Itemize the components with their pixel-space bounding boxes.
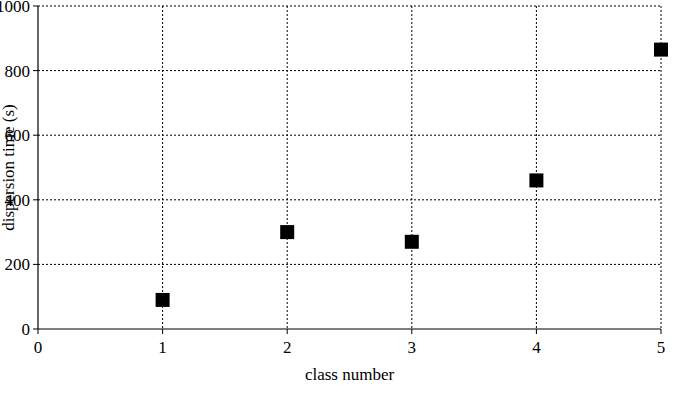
x-axis-line bbox=[38, 328, 661, 329]
y-tick bbox=[33, 70, 38, 71]
y-tick bbox=[33, 329, 38, 330]
chart: 02004006008001000012345class numberdispe… bbox=[0, 0, 673, 396]
x-grid-line bbox=[411, 6, 412, 329]
x-tick bbox=[287, 329, 288, 334]
y-axis-line bbox=[37, 6, 38, 329]
x-tick bbox=[162, 329, 163, 334]
points bbox=[156, 43, 668, 307]
x-tick bbox=[38, 329, 39, 334]
y-grid-line bbox=[38, 135, 661, 136]
axes: 02004006008001000012345 bbox=[0, 0, 665, 357]
point bbox=[156, 293, 170, 307]
y-tick-label: 1000 bbox=[0, 0, 30, 16]
x-grid-line bbox=[162, 6, 163, 329]
x-tick-label: 2 bbox=[283, 338, 292, 357]
point bbox=[280, 225, 294, 239]
x-tick bbox=[411, 329, 412, 334]
x-tick-label: 4 bbox=[532, 338, 541, 357]
y-tick-label: 0 bbox=[22, 320, 31, 339]
y-tick-label: 800 bbox=[5, 62, 31, 81]
x-tick-label: 5 bbox=[657, 338, 666, 357]
y-grid-line bbox=[38, 264, 661, 265]
x-tick-label: 1 bbox=[158, 338, 167, 357]
point bbox=[654, 43, 668, 57]
y-grid-line bbox=[38, 6, 661, 7]
x-tick bbox=[536, 329, 537, 334]
x-tick-label: 0 bbox=[34, 338, 43, 357]
x-tick-label: 3 bbox=[408, 338, 417, 357]
y-tick bbox=[33, 135, 38, 136]
x-tick bbox=[661, 329, 662, 334]
y-tick bbox=[33, 264, 38, 265]
y-tick bbox=[33, 6, 38, 7]
point bbox=[405, 235, 419, 249]
grid bbox=[38, 6, 661, 329]
y-tick bbox=[33, 199, 38, 200]
x-axis-label: class number bbox=[305, 365, 395, 384]
y-axis-label: dispersion time (s) bbox=[0, 104, 18, 231]
y-tick-label: 200 bbox=[5, 255, 31, 274]
y-grid-line bbox=[38, 70, 661, 71]
x-grid-line bbox=[287, 6, 288, 329]
point bbox=[529, 173, 543, 187]
x-grid-line bbox=[536, 6, 537, 329]
y-grid-line bbox=[38, 199, 661, 200]
